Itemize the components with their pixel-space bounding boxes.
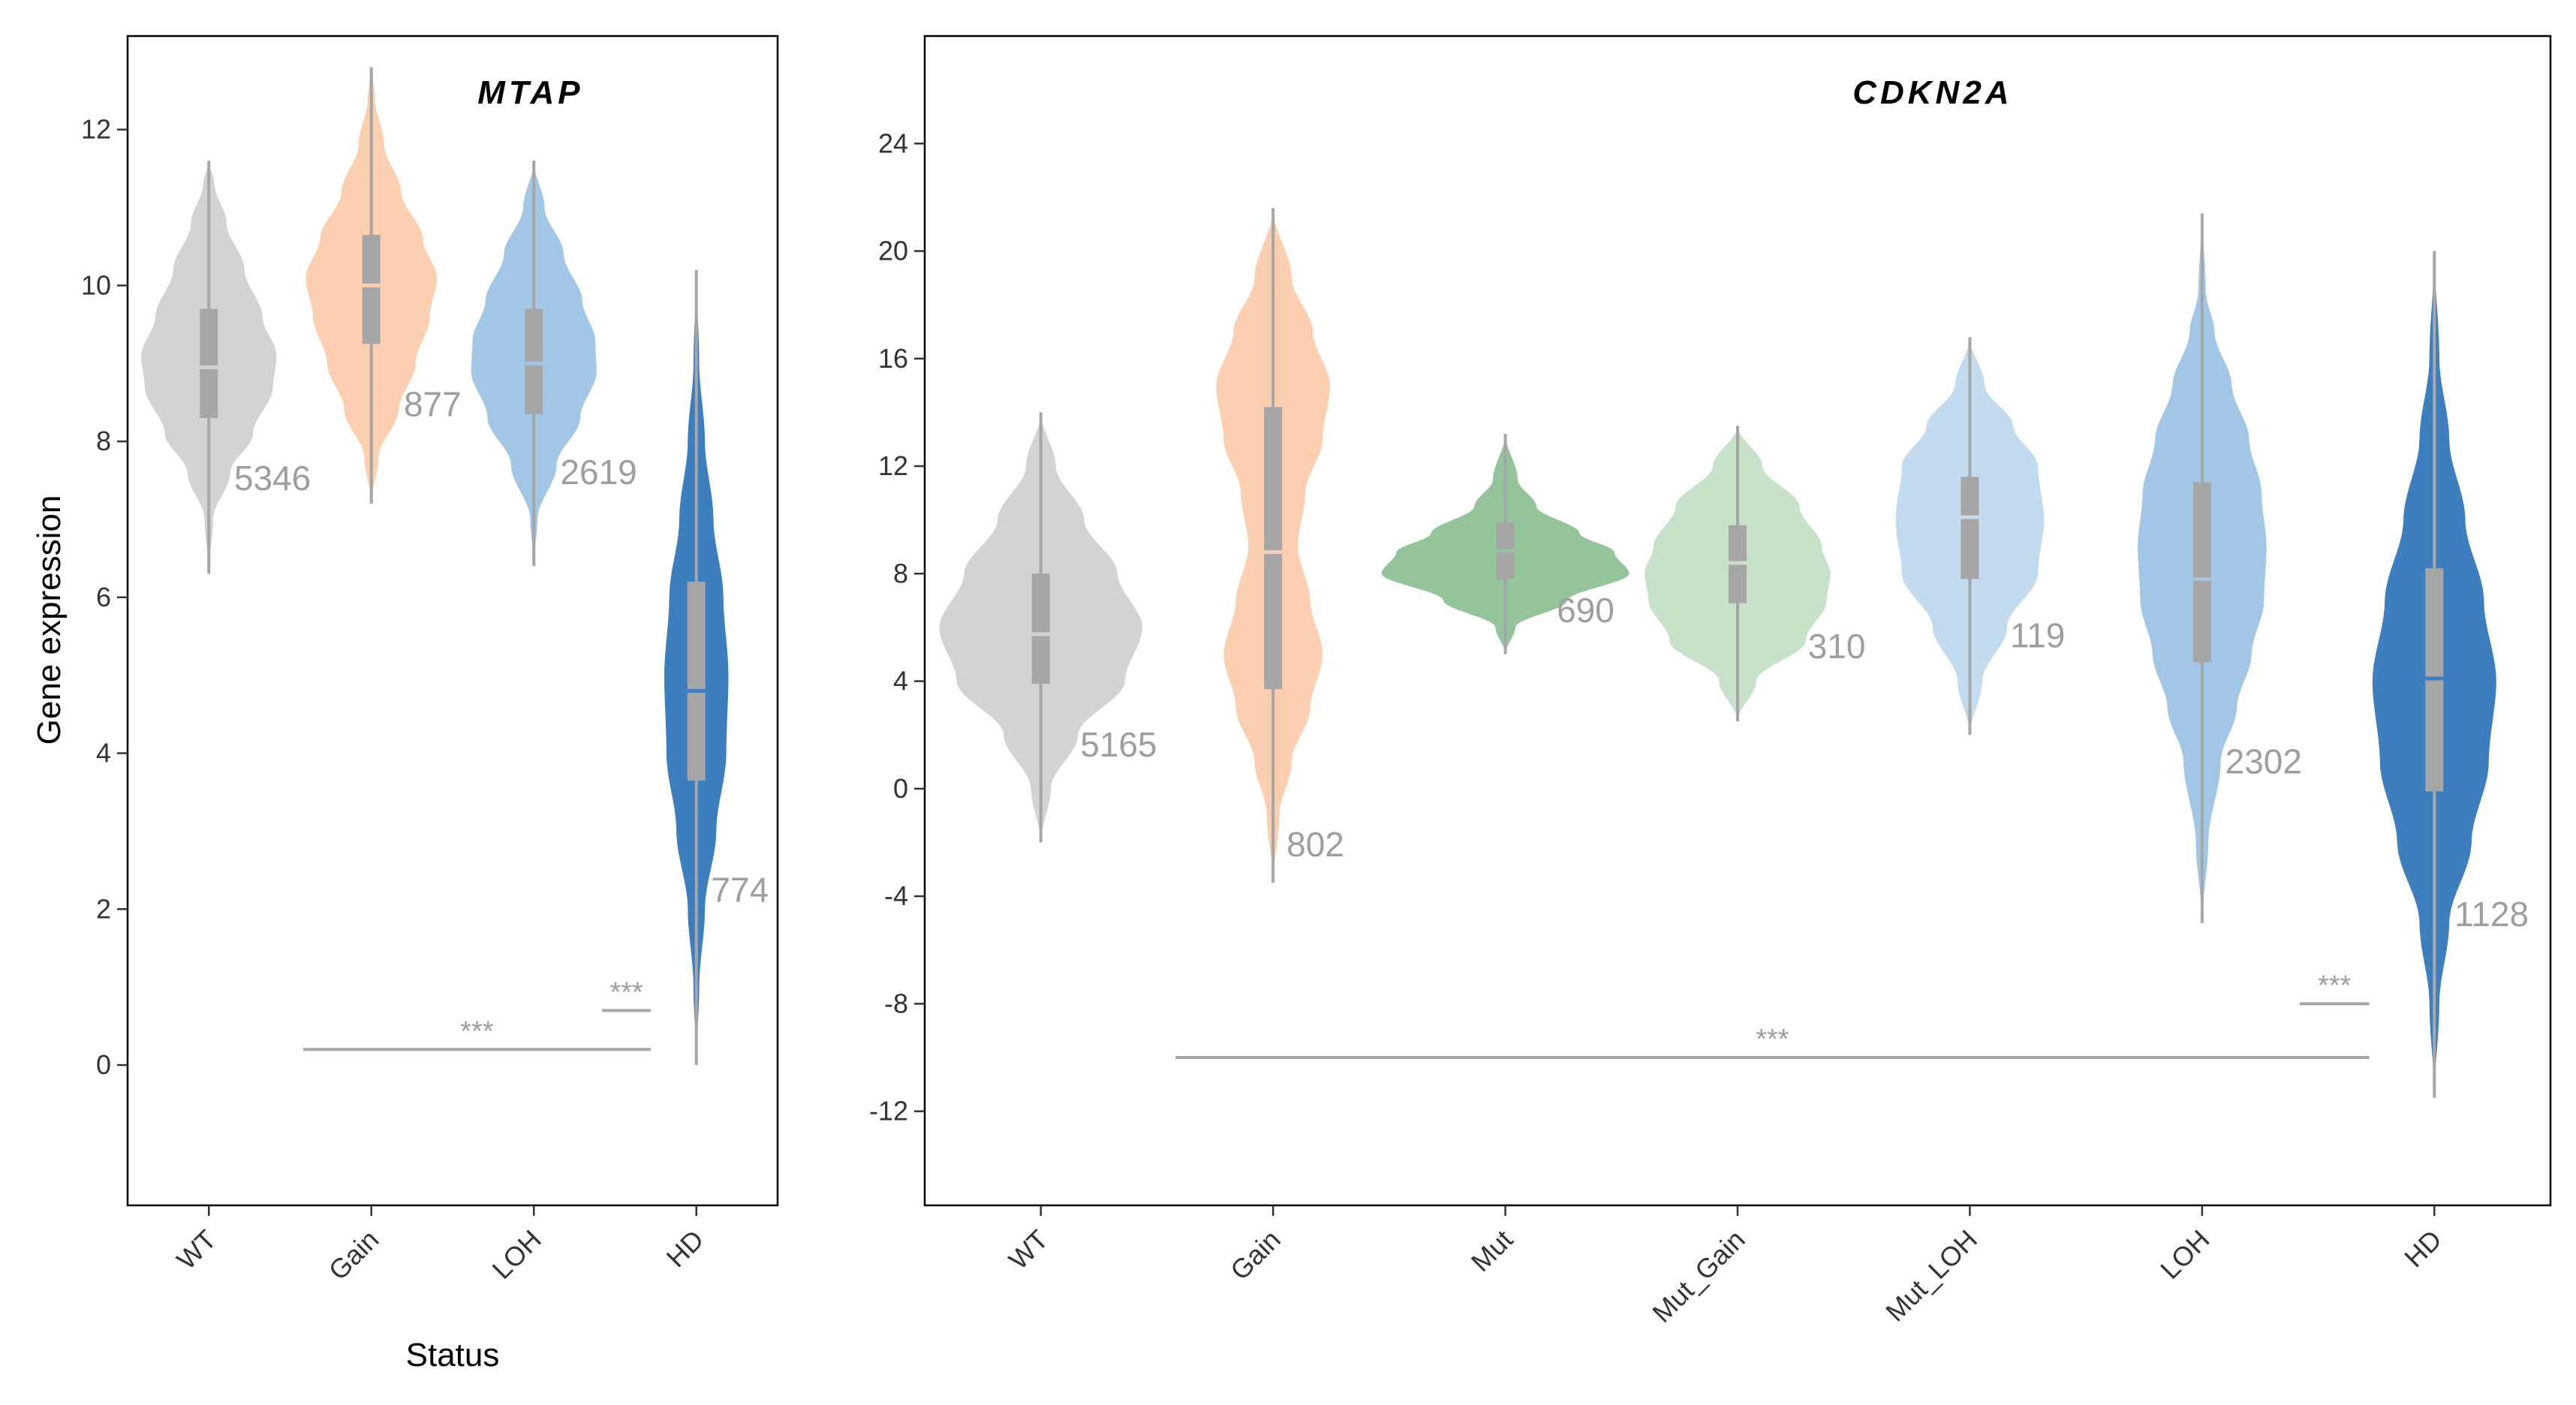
- y-axis-title: Gene expression: [31, 495, 68, 745]
- cdkn2a-y-tick-label: 0: [893, 773, 908, 804]
- cdkn2a-count-loh: 2302: [2225, 742, 2302, 781]
- mtap-iqr-box-loh: [525, 308, 543, 414]
- mtap-x-tick-label: Gain: [323, 1224, 385, 1286]
- mtap-iqr-box-gain: [362, 234, 381, 344]
- mtap-panel: MTAP 0 2 4 6 8 10 12 WT Gain LOH HD 5346 877 2619 774 **…: [81, 35, 779, 1286]
- mtap-x-tick-label: WT: [170, 1224, 222, 1276]
- mtap-y-tick-label: 0: [96, 1049, 111, 1080]
- cdkn2a-x-tick-label: LOH: [2154, 1224, 2215, 1285]
- cdkn2a-count-hd: 1128: [2454, 895, 2529, 934]
- cdkn2a-x-tick-label: WT: [1003, 1224, 1055, 1276]
- mtap-y-tick-label: 6: [96, 582, 111, 612]
- cdkn2a-y-tick-label: -8: [884, 988, 908, 1018]
- cdkn2a-title: CDKN2A: [1852, 74, 2012, 111]
- mtap-y-tick-label: 2: [96, 893, 111, 924]
- mtap-x-tick-label: LOH: [486, 1224, 547, 1285]
- mtap-x-tick-label: HD: [661, 1224, 710, 1274]
- mtap-count-hd: 774: [711, 871, 769, 910]
- mtap-y-tick-label: 10: [81, 269, 111, 300]
- cdkn2a-x-tick-label: Gain: [1224, 1224, 1286, 1286]
- cdkn2a-y-tick-label: 4: [893, 666, 908, 696]
- mtap-significance-label-1: ***: [609, 976, 643, 1008]
- cdkn2a-y-tick-label: 20: [878, 236, 908, 266]
- cdkn2a-iqr-box-mut-loh: [1961, 477, 1979, 579]
- cdkn2a-count-mut: 690: [1557, 591, 1615, 630]
- cdkn2a-y-tick-label: -12: [869, 1096, 908, 1127]
- cdkn2a-x-tick-label: Mut_Gain: [1646, 1224, 1750, 1328]
- cdkn2a-iqr-box-gain: [1264, 407, 1283, 690]
- cdkn2a-count-mut-loh: 119: [2010, 615, 2065, 654]
- cdkn2a-count-gain: 802: [1286, 825, 1344, 864]
- cdkn2a-x-tick-label: Mut: [1465, 1224, 1518, 1277]
- mtap-y-tick-label: 12: [81, 114, 111, 145]
- mtap-title: MTAP: [477, 74, 583, 111]
- mtap-count-wt: 5346: [234, 459, 311, 498]
- cdkn2a-y-tick-label: 8: [893, 558, 908, 588]
- cdkn2a-iqr-box-wt: [1031, 573, 1050, 684]
- mtap-significance-label-0: ***: [460, 1015, 494, 1047]
- cdkn2a-significance-label-0: ***: [1756, 1024, 1789, 1055]
- mtap-y-tick-label: 8: [96, 426, 111, 456]
- cdkn2a-iqr-box-loh: [2192, 482, 2211, 663]
- cdkn2a-y-tick-label: 24: [878, 128, 908, 158]
- cdkn2a-significance-label-1: ***: [2318, 970, 2352, 1001]
- cdkn2a-y-tick-label: 16: [878, 343, 908, 374]
- cdkn2a-count-wt: 5165: [1080, 725, 1157, 764]
- mtap-iqr-box-wt: [200, 308, 218, 418]
- mtap-iqr-box-hd: [687, 582, 706, 781]
- cdkn2a-panel: CDKN2A -12 -8 -4 0 4 8 12 16 20 24 WT Gain Mut Mut_Gai…: [869, 35, 2552, 1328]
- mtap-count-loh: 2619: [560, 453, 636, 492]
- cdkn2a-y-tick-label: -4: [884, 880, 908, 911]
- mtap-count-gain: 877: [404, 384, 462, 423]
- cdkn2a-x-tick-label: HD: [2398, 1224, 2448, 1274]
- mtap-panel-border: [126, 35, 779, 1207]
- cdkn2a-count-mut-gain: 310: [1808, 627, 1866, 666]
- cdkn2a-y-tick-label: 12: [878, 450, 908, 481]
- cdkn2a-x-tick-label: Mut_LOH: [1879, 1224, 1983, 1328]
- mtap-y-tick-label: 4: [96, 738, 111, 769]
- x-axis-title: Status: [406, 1337, 500, 1373]
